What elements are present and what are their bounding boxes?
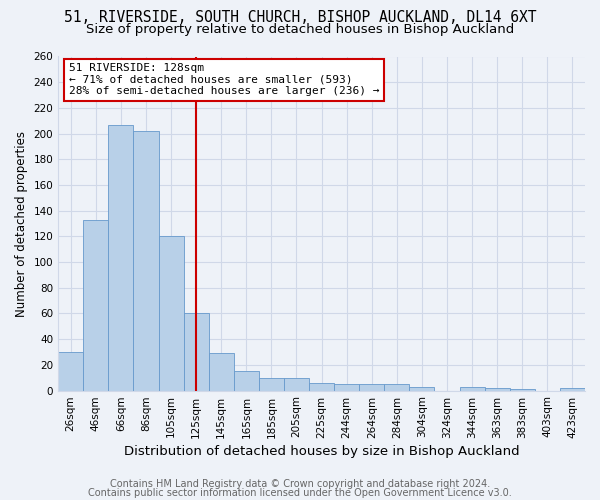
Text: 51, RIVERSIDE, SOUTH CHURCH, BISHOP AUCKLAND, DL14 6XT: 51, RIVERSIDE, SOUTH CHURCH, BISHOP AUCK…: [64, 10, 536, 25]
Bar: [309, 383, 334, 390]
Bar: [409, 386, 434, 390]
Bar: [485, 388, 510, 390]
X-axis label: Distribution of detached houses by size in Bishop Auckland: Distribution of detached houses by size …: [124, 444, 520, 458]
Bar: [209, 354, 234, 391]
Bar: [385, 384, 409, 390]
Bar: [284, 378, 309, 390]
Text: Contains HM Land Registry data © Crown copyright and database right 2024.: Contains HM Land Registry data © Crown c…: [110, 479, 490, 489]
Bar: [259, 378, 284, 390]
Bar: [83, 220, 109, 390]
Text: Size of property relative to detached houses in Bishop Auckland: Size of property relative to detached ho…: [86, 22, 514, 36]
Bar: [560, 388, 585, 390]
Text: 51 RIVERSIDE: 128sqm
← 71% of detached houses are smaller (593)
28% of semi-deta: 51 RIVERSIDE: 128sqm ← 71% of detached h…: [69, 63, 379, 96]
Bar: [359, 384, 385, 390]
Bar: [109, 124, 133, 390]
Bar: [334, 384, 359, 390]
Bar: [184, 314, 209, 390]
Text: Contains public sector information licensed under the Open Government Licence v3: Contains public sector information licen…: [88, 488, 512, 498]
Y-axis label: Number of detached properties: Number of detached properties: [15, 130, 28, 316]
Bar: [460, 386, 485, 390]
Bar: [234, 372, 259, 390]
Bar: [133, 131, 158, 390]
Bar: [158, 236, 184, 390]
Bar: [58, 352, 83, 391]
